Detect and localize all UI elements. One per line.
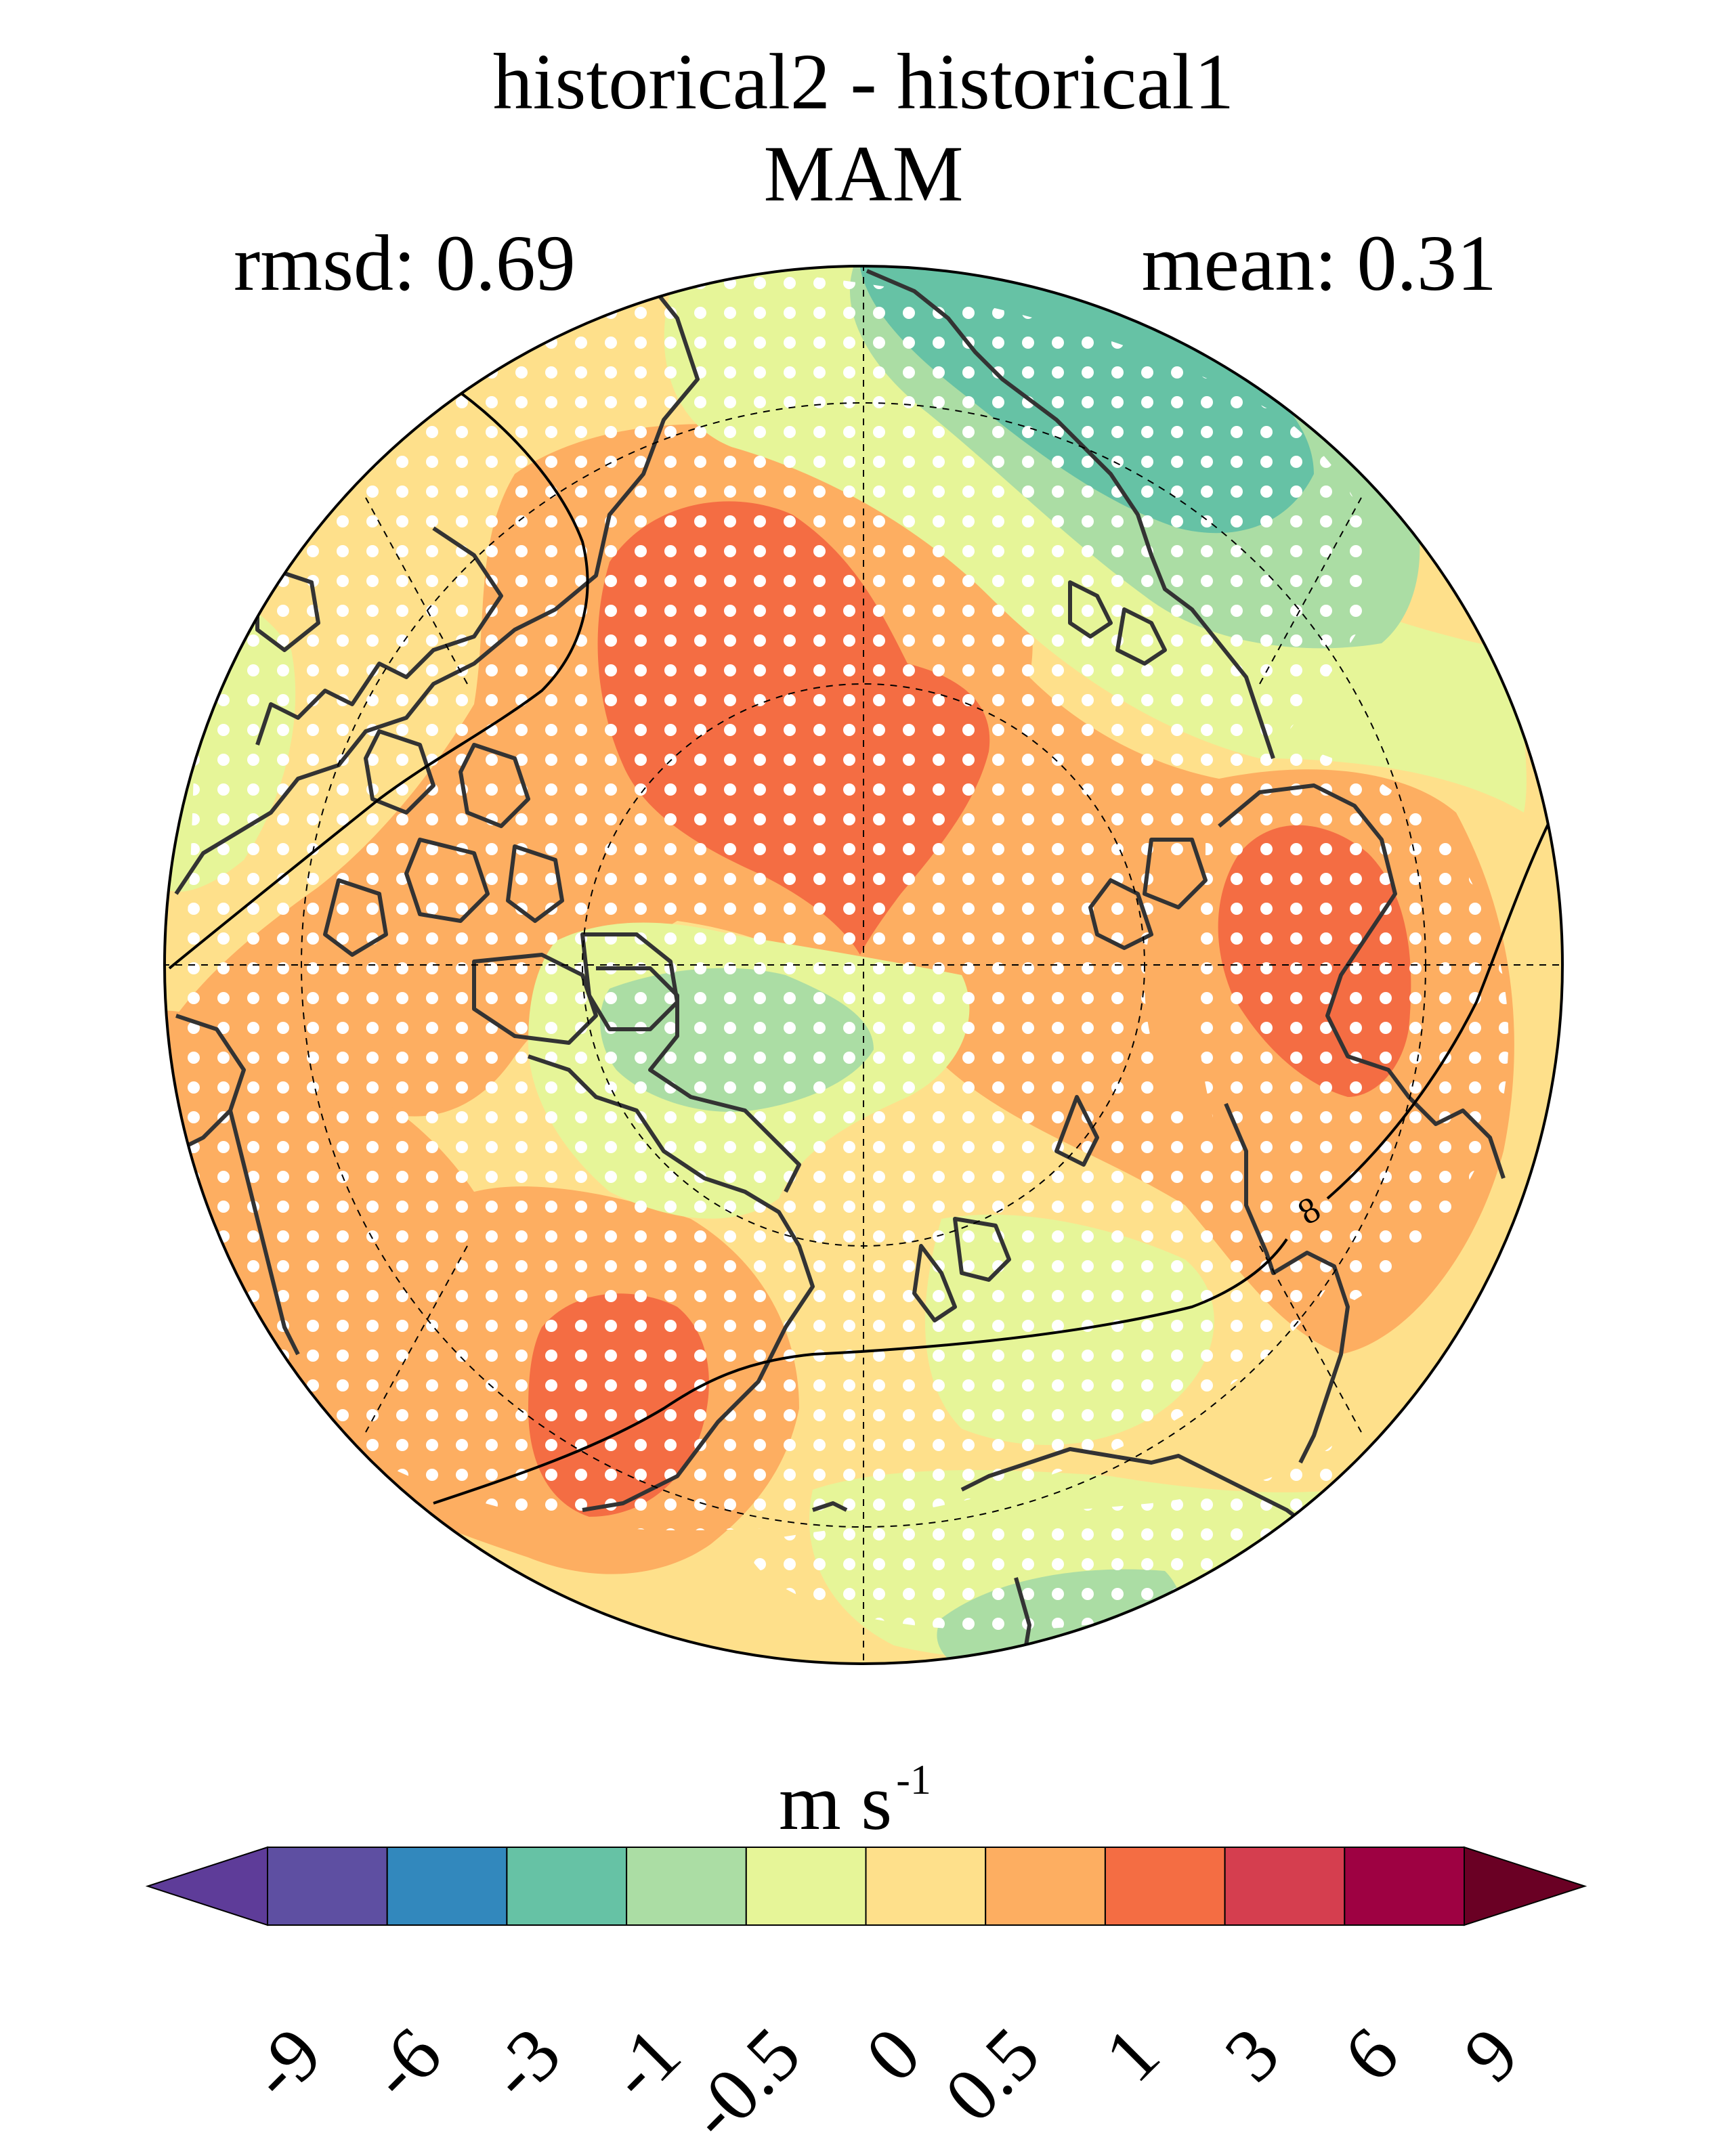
coastline (528, 1054, 815, 1512)
rmsd-label: rmsd: 0.69 (234, 219, 576, 307)
coastline (174, 283, 700, 895)
coastline (1115, 607, 1167, 666)
coastline (364, 729, 435, 815)
colorbar-box (267, 1847, 388, 1926)
coastline (228, 1110, 300, 1356)
contour-line (168, 391, 589, 970)
colorbar-extend-max (1464, 1846, 1587, 1926)
coastline (472, 953, 598, 1045)
coastline (404, 838, 490, 923)
units-base: m s (779, 1758, 893, 1847)
graticule (165, 266, 1562, 1664)
colorbar-box (506, 1847, 628, 1926)
coastlines (165, 269, 1506, 1664)
coastline (596, 966, 801, 1193)
meridian-line (365, 497, 468, 685)
colorbar-box (386, 1847, 508, 1926)
contour-line (433, 1238, 1288, 1505)
season-subtitle: MAM (763, 129, 964, 218)
coastline (1054, 1095, 1099, 1167)
coastline (812, 1501, 848, 1512)
significance-stippling (182, 266, 1509, 1631)
meridian-line (365, 1245, 468, 1433)
figure-title: historical2 - historical1 (492, 37, 1235, 126)
units-label: m s-1 (779, 1759, 931, 1842)
coastline (459, 743, 530, 828)
colorbar-box (626, 1847, 747, 1926)
stipple-region (182, 266, 1373, 1530)
colorbar-box (985, 1847, 1106, 1926)
coastline (953, 1217, 1011, 1282)
coastline (506, 844, 564, 923)
contour-line (1326, 792, 1562, 1200)
coastline (1088, 878, 1153, 950)
units-exponent: -1 (896, 1757, 931, 1803)
coastline (1224, 1102, 1350, 1464)
coastline (255, 526, 503, 746)
coastline (1143, 838, 1208, 909)
field-layer (165, 266, 1562, 1664)
meridian-line (1259, 1245, 1362, 1433)
meridian-line (1259, 497, 1362, 685)
map-border (163, 265, 1564, 1665)
coastline (323, 878, 388, 957)
coastline (1218, 783, 1506, 1179)
coastline (866, 269, 1275, 759)
coastline (1068, 580, 1113, 639)
colorbar-box (1104, 1847, 1226, 1926)
colorbar-box (865, 1847, 987, 1926)
mean-label: mean: 0.31 (1141, 219, 1497, 307)
stipple-region (1196, 742, 1509, 1300)
colorbar-extend-min (145, 1846, 268, 1926)
contour-lines (168, 391, 1562, 1505)
coastline (912, 1244, 957, 1322)
colorbar-boxes (145, 1846, 1587, 1926)
colorbar-box (1224, 1847, 1346, 1926)
colorbar-box (745, 1847, 867, 1926)
coastline (960, 1447, 1315, 1532)
coastline (580, 932, 679, 1031)
colorbar-box (1344, 1847, 1466, 1926)
